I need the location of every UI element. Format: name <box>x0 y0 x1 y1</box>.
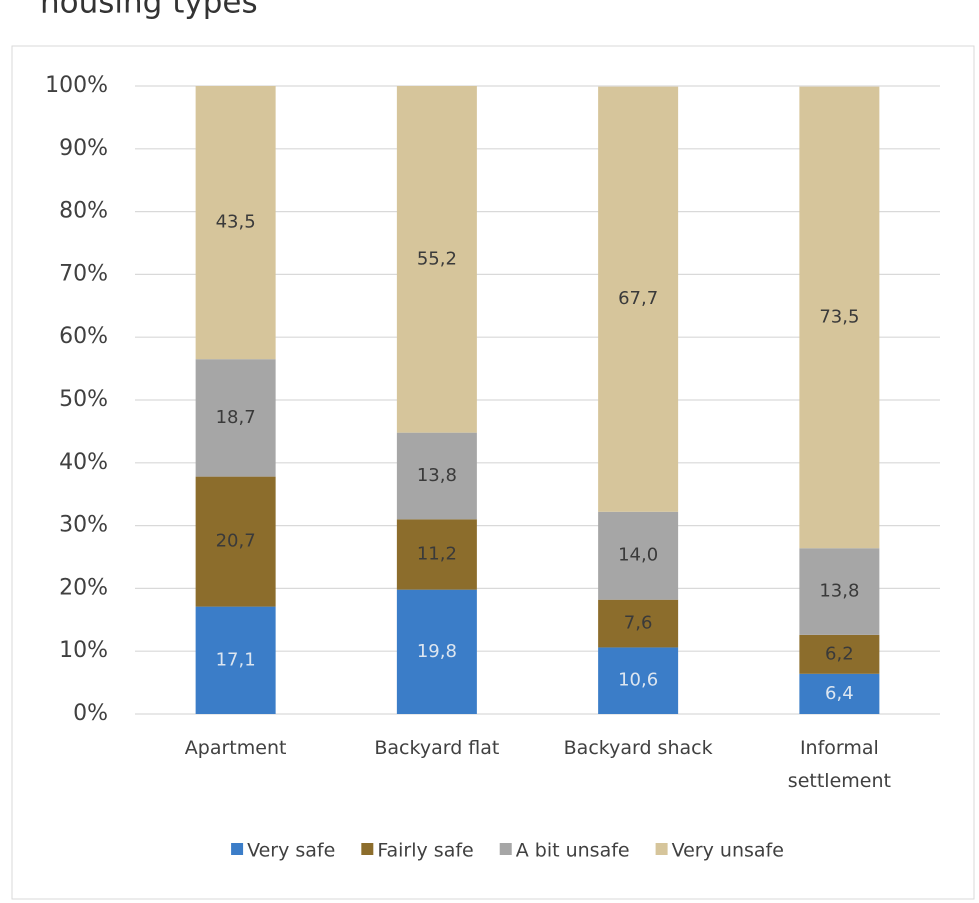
legend-label: Fairly safe <box>377 840 473 862</box>
value-label: 13,8 <box>417 465 457 486</box>
value-label: 73,5 <box>819 306 859 327</box>
legend-label: A bit unsafe <box>516 840 630 862</box>
y-tick-label: 10% <box>59 638 108 663</box>
value-label: 18,7 <box>216 407 256 428</box>
chart-title: housing types <box>40 0 258 21</box>
bar-segment <box>799 86 880 549</box>
bar-segment <box>396 432 477 520</box>
bar-segment <box>598 86 679 512</box>
bar-segment <box>598 511 679 600</box>
legend-swatch <box>361 843 374 855</box>
x-tick-label: Informal settlement <box>787 737 891 792</box>
y-tick-label: 100% <box>45 73 108 98</box>
bar-segment <box>598 647 679 714</box>
y-tick-label: 60% <box>59 324 108 349</box>
value-label: 13,8 <box>819 581 859 602</box>
x-tick-label: Backyard flat <box>374 737 500 759</box>
y-tick-label: 40% <box>59 450 108 475</box>
value-label: 14,0 <box>618 545 658 566</box>
bar-segment <box>598 599 679 648</box>
value-label: 6,4 <box>825 683 854 704</box>
value-label: 11,2 <box>417 543 457 564</box>
bar-segment <box>799 634 880 674</box>
value-label: 17,1 <box>216 649 256 670</box>
legend-swatch <box>655 843 668 855</box>
y-tick-label: 50% <box>59 387 108 412</box>
value-label: 43,5 <box>216 212 256 233</box>
x-tick-label: Apartment <box>184 737 287 759</box>
y-tick-label: 80% <box>59 199 108 224</box>
y-tick-label: 0% <box>73 701 108 726</box>
bar-segment <box>799 673 880 714</box>
legend-swatch <box>231 843 244 855</box>
y-tick-label: 70% <box>59 261 108 286</box>
bar-segment <box>799 548 880 635</box>
bar-segment <box>195 86 276 360</box>
y-tick-label: 90% <box>59 136 108 161</box>
value-label: 55,2 <box>417 248 457 269</box>
value-label: 6,2 <box>825 643 854 664</box>
value-label: 19,8 <box>417 641 457 662</box>
bar-segment <box>195 359 276 477</box>
value-label: 10,6 <box>618 670 658 691</box>
y-tick-label: 30% <box>59 513 108 538</box>
legend-label: Very safe <box>247 840 335 862</box>
bar-segment <box>195 606 276 714</box>
value-label: 20,7 <box>216 531 256 552</box>
x-tick-label: Backyard shack <box>563 737 713 759</box>
legend-label: Very unsafe <box>672 840 784 862</box>
value-label: 67,7 <box>618 288 658 309</box>
y-tick-label: 20% <box>59 575 108 600</box>
value-label: 7,6 <box>624 613 653 634</box>
bar-segment <box>396 589 477 714</box>
legend-swatch <box>499 843 512 855</box>
bar-segment <box>396 86 477 433</box>
bar-segment <box>396 519 477 590</box>
bar-segment <box>195 476 276 607</box>
